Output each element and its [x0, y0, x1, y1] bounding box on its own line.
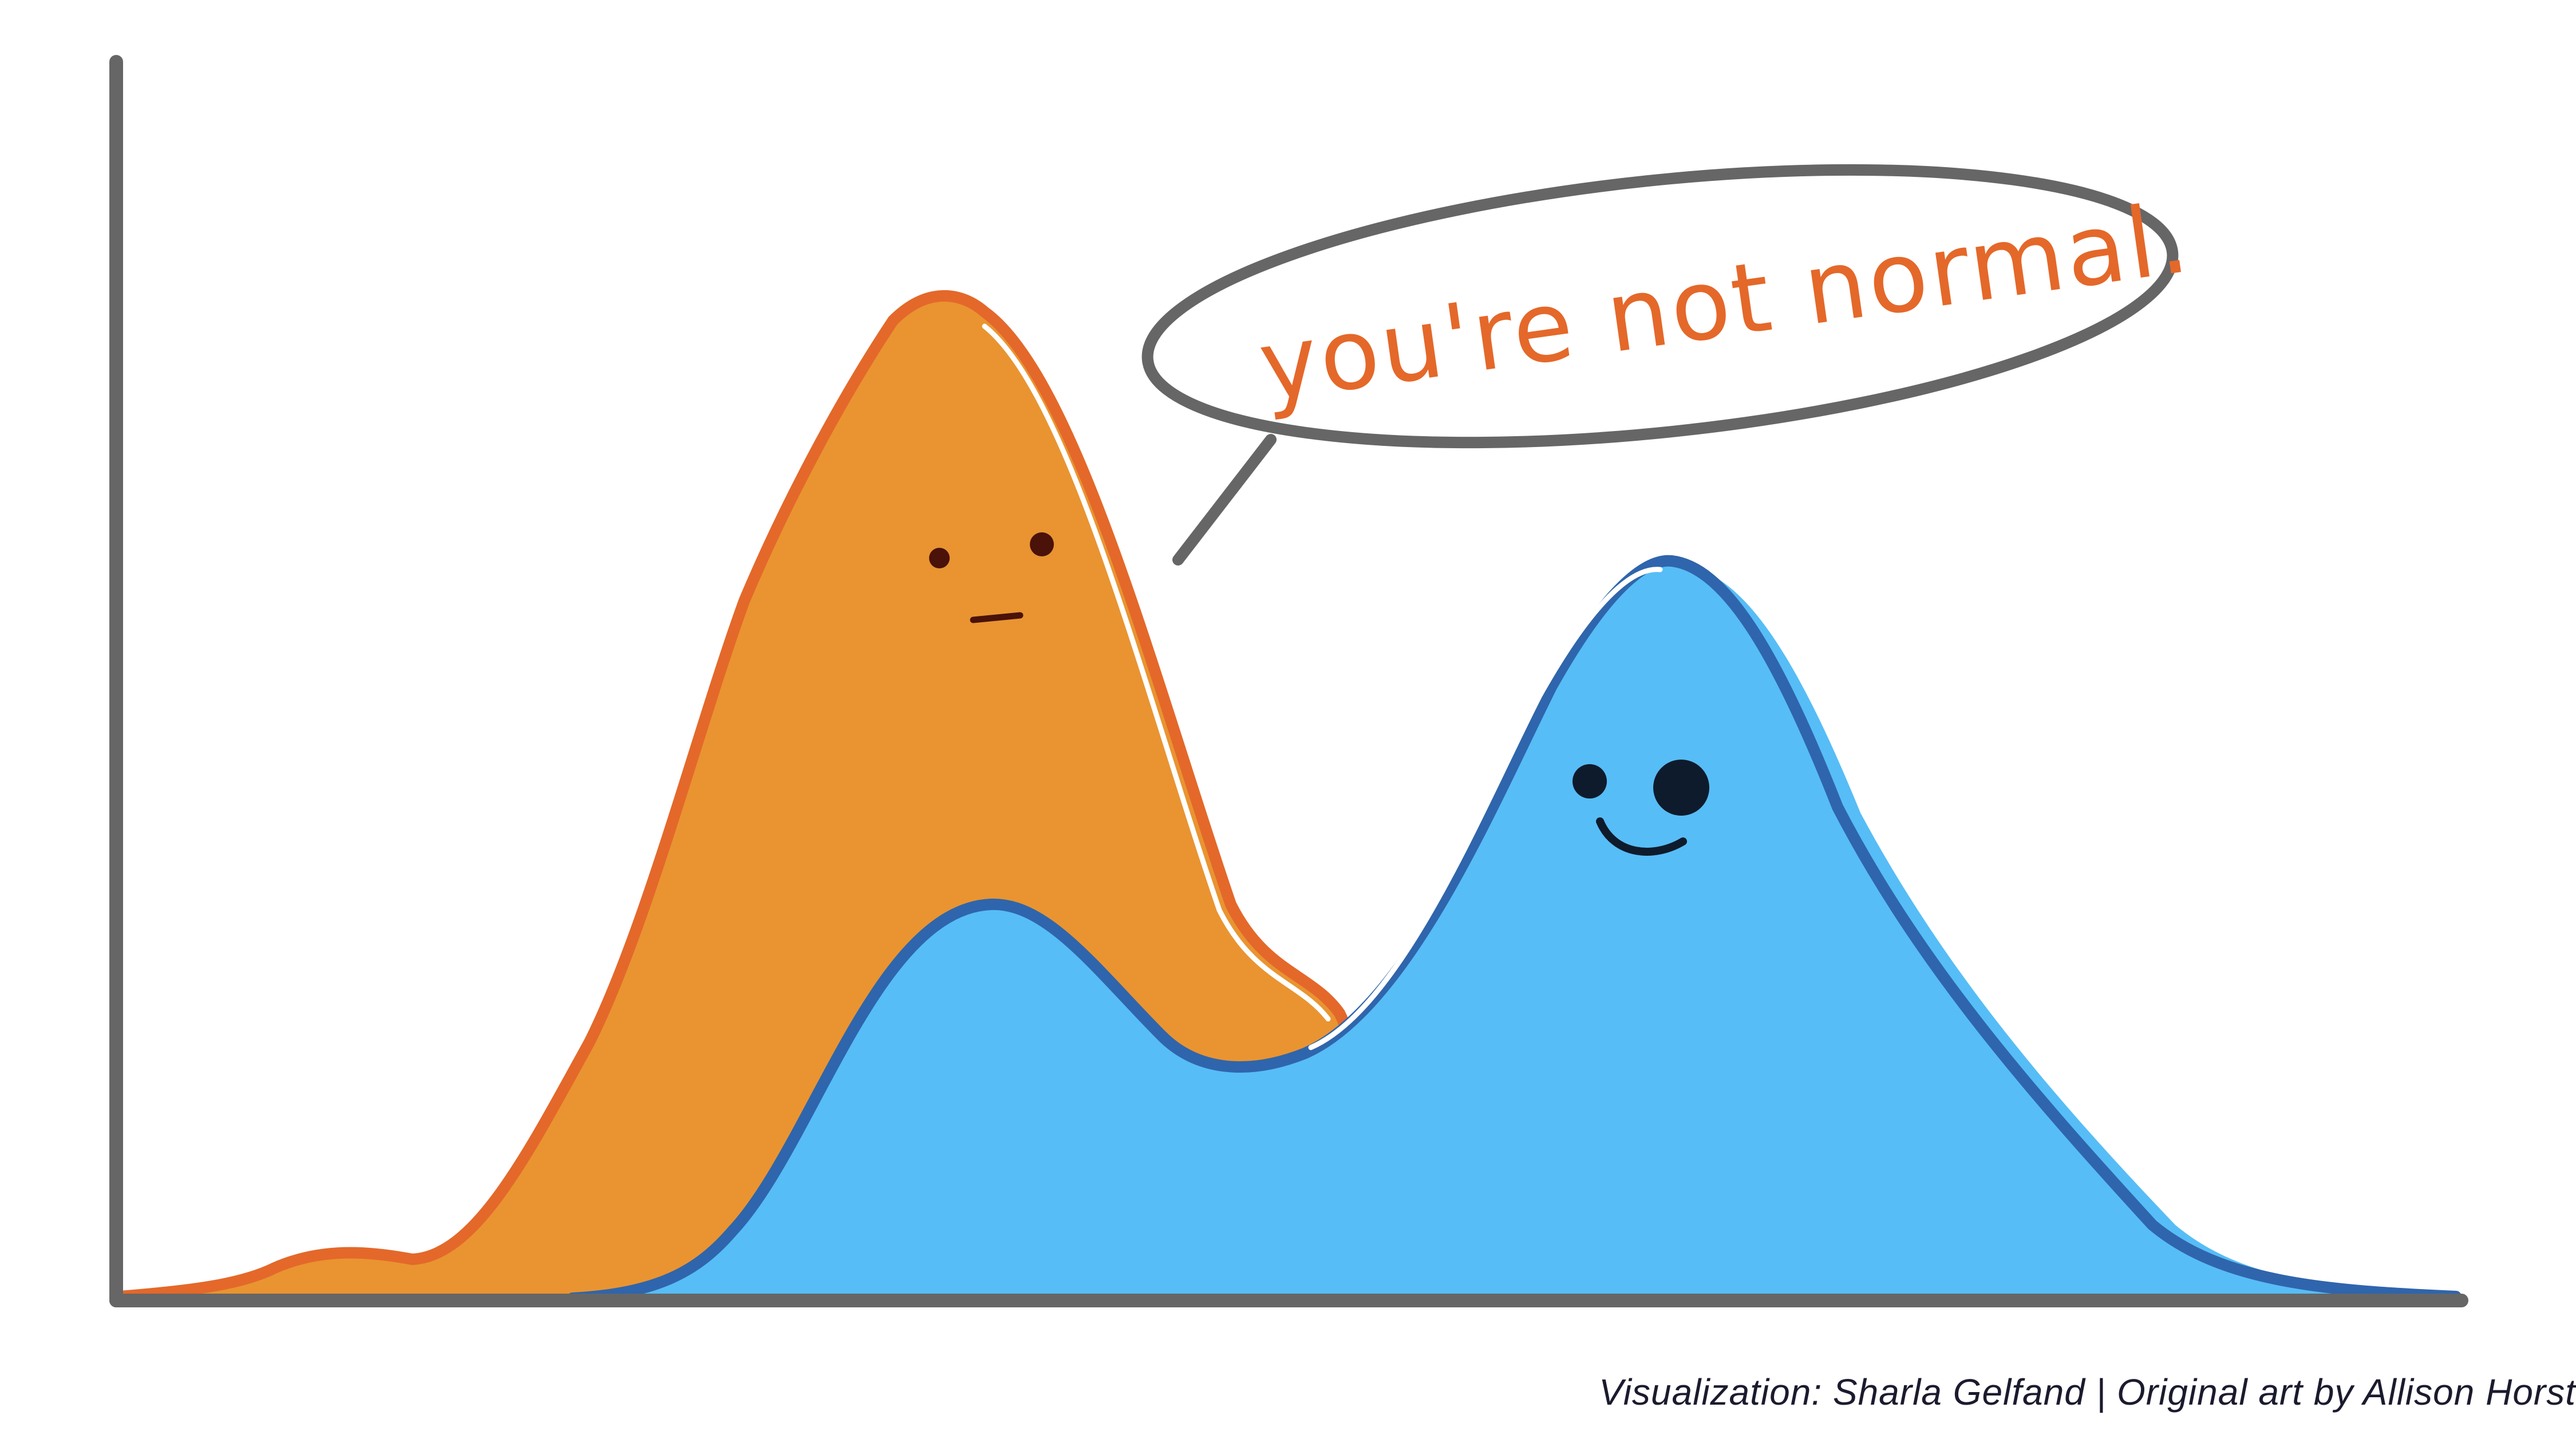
blue-highlight-line	[1308, 567, 1663, 1050]
blue-left-eye	[1573, 764, 1607, 798]
orange-left-eye	[929, 548, 950, 568]
speech-bubble-tail	[1172, 434, 1277, 566]
blue-right-eye	[1653, 760, 1709, 816]
orange-highlight-line	[982, 323, 1331, 1022]
attribution-credit: Visualization: Sharla Gelfand | Original…	[1599, 1371, 2576, 1413]
axes	[109, 55, 2468, 1307]
blue-distribution	[567, 555, 2462, 1304]
orange-mouth	[970, 612, 1024, 623]
blue-distribution-fill	[572, 564, 2462, 1298]
speech-bubble-outline	[1141, 164, 2179, 449]
blue-smile	[1596, 817, 1687, 856]
blue-distribution-outline	[567, 555, 2462, 1304]
orange-right-eye	[1030, 532, 1054, 556]
orange-distribution-outline	[114, 290, 1353, 1302]
speech-bubble: you're not normal.	[1141, 164, 2197, 566]
